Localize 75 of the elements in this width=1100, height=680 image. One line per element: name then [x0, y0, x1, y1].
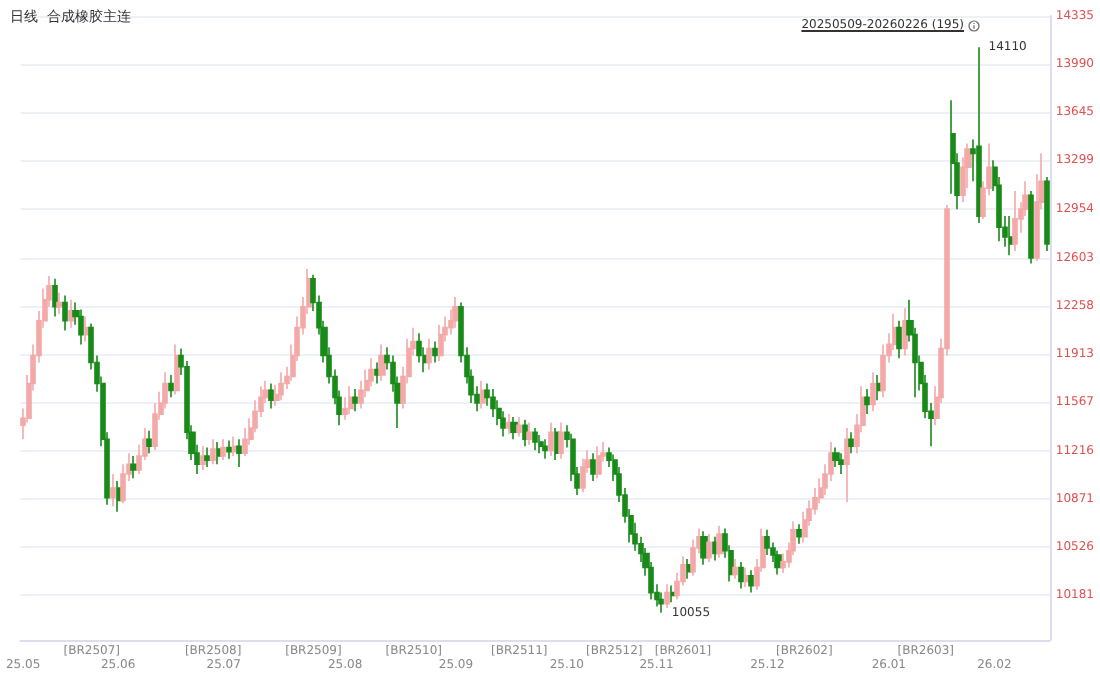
- candlestick: [532, 427, 538, 452]
- candlestick: [548, 421, 554, 457]
- candlestick: [558, 421, 564, 460]
- candlestick: [538, 434, 544, 454]
- candlestick: [844, 427, 850, 503]
- candlestick: [848, 431, 854, 454]
- candlestick: [1008, 215, 1014, 256]
- candlestick: [216, 441, 222, 466]
- candlestick: [712, 536, 718, 562]
- candlestick: [516, 416, 522, 438]
- candlestick: [110, 473, 116, 507]
- candlestick: [596, 445, 602, 480]
- candlestick: [976, 46, 982, 224]
- candlestick: [426, 338, 432, 371]
- candlestick: [452, 296, 460, 329]
- candlestick: [832, 446, 840, 468]
- candlestick: [378, 343, 386, 382]
- candlestick: [116, 480, 122, 513]
- candlestick: [896, 319, 902, 360]
- candlestick: [278, 371, 284, 401]
- candlestick: [432, 340, 438, 364]
- candlestick: [590, 452, 596, 482]
- candlestick: [744, 566, 750, 588]
- candlestick: [686, 558, 692, 580]
- candlestick: [1044, 176, 1050, 252]
- candlestick: [1012, 190, 1018, 252]
- candlestick: [130, 455, 138, 480]
- candlestick: [748, 569, 754, 594]
- candlestick: [522, 418, 528, 447]
- candlestick: [490, 388, 496, 418]
- candlestick: [84, 315, 90, 343]
- candlestick: [838, 452, 844, 475]
- candlestick: [174, 343, 180, 396]
- candlestick: [1028, 190, 1034, 265]
- candlestick: [352, 388, 358, 413]
- candlestick: [670, 584, 676, 604]
- candlestick: [204, 446, 210, 468]
- candlestick: [658, 591, 664, 614]
- candlestick: [62, 294, 68, 332]
- candlestick: [580, 457, 586, 493]
- candlestick: [78, 308, 84, 346]
- candlestick: [864, 388, 870, 415]
- candlestick: [796, 523, 802, 545]
- candlestick: [416, 332, 422, 364]
- candlestick: [716, 524, 724, 559]
- candlestick: [510, 416, 518, 440]
- candlestick: [56, 291, 64, 315]
- candlestick: [226, 439, 232, 460]
- candlestick: [220, 438, 226, 461]
- candlestick: [902, 307, 908, 357]
- candlestick: [506, 413, 512, 435]
- candlestick: [664, 583, 670, 609]
- candlestick: [374, 361, 380, 385]
- candlestick: [738, 561, 744, 590]
- candlestick: [438, 324, 444, 362]
- candlestick: [876, 374, 882, 401]
- candlestick: [200, 445, 206, 471]
- candlestick: [146, 430, 152, 454]
- candlestick: [732, 558, 738, 580]
- candlestick: [236, 438, 242, 468]
- candlestick: [268, 382, 274, 410]
- candlestick: [764, 529, 770, 556]
- candlestick: [526, 421, 532, 446]
- candlestick: [348, 385, 354, 415]
- candlestick: [706, 533, 712, 563]
- candlestick: [168, 374, 174, 399]
- candlestick: [542, 438, 548, 460]
- candlestick: [700, 530, 708, 566]
- candlestick: [68, 298, 74, 329]
- candlestick: [480, 379, 486, 410]
- candlestick: [52, 278, 58, 318]
- candlestick: [870, 371, 876, 413]
- candlestick: [210, 438, 216, 466]
- candlestick: [232, 435, 238, 457]
- candlestick: [774, 549, 782, 576]
